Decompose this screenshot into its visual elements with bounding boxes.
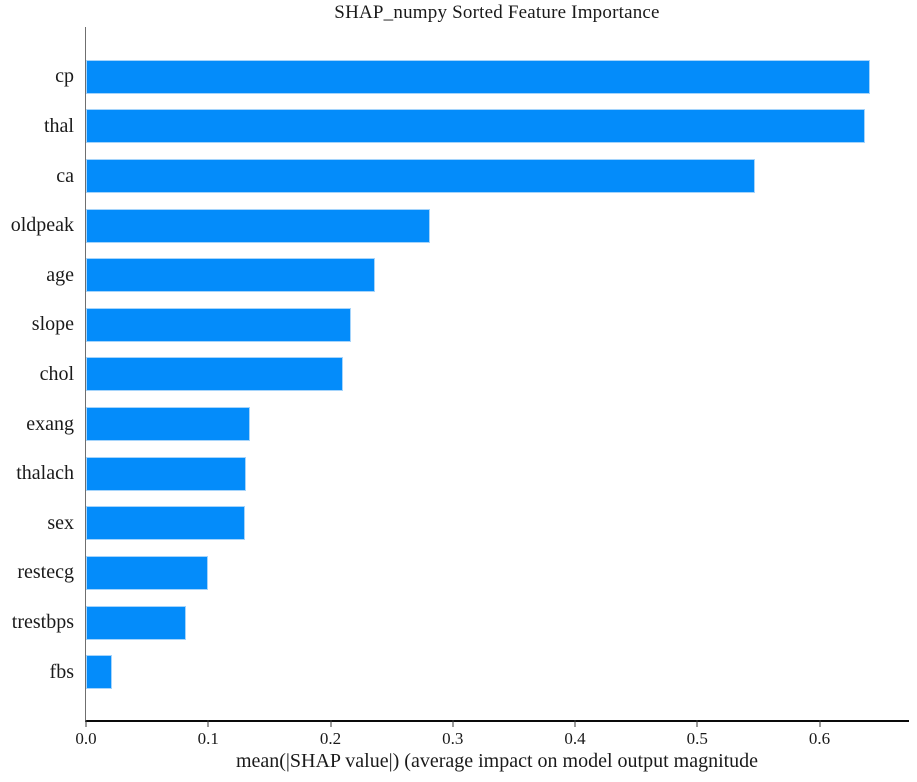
plot-area: cp thal ca oldpeak age slope chol exang thalach s…	[11, 27, 909, 748]
x-tick-label: 0.5	[686, 729, 708, 748]
bars-container: cp thal ca oldpeak age slope chol exang thalach s…	[11, 27, 909, 720]
x-tick-mark	[696, 720, 698, 727]
x-tick-mark	[330, 720, 331, 727]
bar-cp	[86, 59, 870, 94]
bar-fbs	[86, 655, 112, 690]
bar-restecg	[86, 555, 209, 590]
bar-oldpeak	[86, 208, 430, 243]
bar-row: sex	[47, 498, 909, 548]
y-tick-label: ca	[56, 164, 74, 187]
x-tick-mark	[85, 720, 87, 727]
bar-thalach	[86, 456, 247, 491]
y-tick-label: fbs	[49, 660, 74, 683]
y-tick-label: cp	[55, 65, 74, 88]
x-tick-mark	[207, 720, 209, 727]
x-tick-label: 0.1	[197, 729, 219, 748]
bar-row: restecg	[17, 548, 909, 598]
chart-title: SHAP_numpy Sorted Feature Importance	[334, 2, 660, 23]
x-tick-label: 0.0	[75, 729, 97, 748]
bar-slope	[86, 307, 352, 342]
bar-row: thal	[44, 102, 909, 152]
bar-exang	[86, 407, 250, 442]
bar-row: oldpeak	[11, 201, 909, 251]
y-tick-label: trestbps	[11, 611, 74, 633]
x-tick-label: 0.4	[564, 729, 586, 748]
x-tick-mark	[452, 720, 454, 727]
bar-row: fbs	[50, 647, 909, 697]
y-tick-label: sex	[47, 511, 74, 534]
bar-trestbps	[86, 605, 187, 640]
y-tick-label: slope	[31, 313, 74, 336]
bar-ca	[86, 159, 755, 194]
x-tick-mark	[819, 720, 820, 727]
bar-row: thalach	[16, 449, 909, 499]
bar-row: ca	[56, 151, 909, 201]
x-tick-label: 0.3	[442, 729, 464, 748]
bar-row: slope	[32, 300, 909, 350]
bar-row: chol	[40, 350, 909, 400]
x-tick-label: 0.6	[808, 729, 831, 748]
y-tick-label: restecg	[17, 561, 74, 584]
y-tick-label: age	[46, 263, 74, 286]
bar-sex	[86, 506, 245, 541]
bar-age	[86, 258, 375, 293]
bar-thal	[86, 109, 865, 144]
bar-row: trestbps	[12, 598, 909, 648]
y-tick-label: chol	[39, 362, 74, 385]
x-tick-mark	[574, 720, 576, 727]
bar-row: age	[46, 250, 909, 300]
y-tick-label: thal	[44, 114, 74, 137]
y-tick-label: exang	[26, 412, 74, 435]
y-tick-label: oldpeak	[10, 214, 74, 237]
bar-chol	[86, 357, 343, 392]
x-tick-label: 0.2	[319, 729, 342, 748]
bar-row: cp	[55, 52, 909, 102]
bar-row: exang	[26, 399, 909, 449]
x-axis-label: mean(|SHAP value|) (average impact on mo…	[235, 750, 759, 772]
y-tick-label: thalach	[16, 462, 74, 485]
